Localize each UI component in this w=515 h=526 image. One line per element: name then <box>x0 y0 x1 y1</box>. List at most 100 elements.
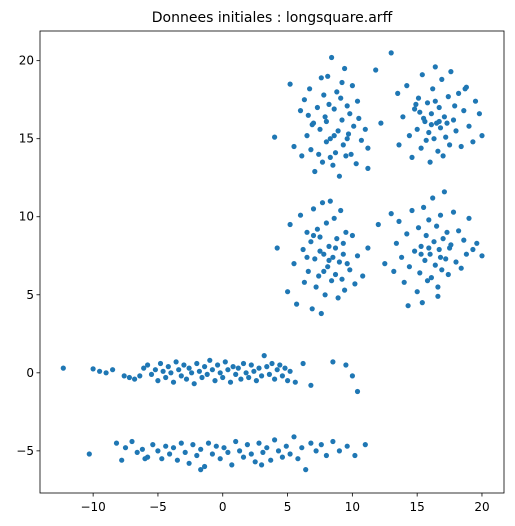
data-point <box>305 112 311 118</box>
data-point <box>466 215 472 221</box>
data-point <box>426 245 432 251</box>
data-point <box>474 240 480 246</box>
data-point <box>430 195 436 201</box>
data-point <box>199 374 205 381</box>
data-point <box>316 151 322 157</box>
data-point <box>285 289 291 295</box>
data-point <box>198 467 204 473</box>
x-tick-label: 20 <box>474 500 489 514</box>
data-point <box>314 226 320 232</box>
data-point <box>178 373 184 379</box>
data-point <box>409 154 415 160</box>
data-point <box>279 454 285 460</box>
data-point <box>122 445 129 451</box>
data-point <box>313 284 319 290</box>
data-point <box>215 362 221 368</box>
data-point <box>336 173 342 179</box>
data-point <box>365 245 371 251</box>
data-point <box>317 126 323 132</box>
data-point <box>461 237 467 243</box>
data-point <box>121 373 127 379</box>
data-point <box>227 379 234 385</box>
data-point <box>358 137 364 143</box>
data-point <box>424 100 431 106</box>
data-point <box>318 442 324 448</box>
data-point <box>209 451 215 457</box>
data-point <box>217 370 223 376</box>
data-point <box>458 265 464 271</box>
data-point <box>342 287 348 293</box>
plot-area-frame <box>39 30 505 494</box>
data-point <box>213 443 219 449</box>
data-point <box>301 279 307 285</box>
data-point <box>439 267 445 273</box>
data-point <box>291 143 297 150</box>
data-point <box>344 103 350 109</box>
data-point <box>340 240 346 246</box>
data-point <box>256 440 262 446</box>
data-point <box>160 368 166 374</box>
data-point <box>327 154 333 160</box>
data-point <box>240 360 247 367</box>
data-point <box>204 371 210 377</box>
data-point <box>404 231 410 237</box>
data-point <box>426 129 432 136</box>
data-point <box>170 379 177 385</box>
data-point <box>191 381 197 387</box>
data-point <box>297 212 304 218</box>
data-point <box>308 239 314 245</box>
data-point <box>329 278 335 284</box>
data-point <box>222 359 228 365</box>
data-point <box>334 236 340 242</box>
data-point <box>343 229 349 235</box>
data-point <box>318 75 324 81</box>
data-point <box>212 378 218 384</box>
data-point <box>400 114 406 120</box>
data-point <box>418 145 424 151</box>
data-point <box>173 359 179 365</box>
data-point <box>427 251 433 257</box>
data-point <box>141 365 147 371</box>
data-point <box>134 449 140 455</box>
data-point <box>450 209 457 215</box>
data-point <box>435 148 441 154</box>
data-point <box>264 445 270 451</box>
data-point <box>349 83 355 89</box>
data-point <box>253 378 259 384</box>
data-point <box>412 248 418 254</box>
data-point <box>256 365 262 371</box>
data-point <box>230 364 236 370</box>
data-point <box>225 367 231 373</box>
data-point <box>414 126 420 132</box>
data-point <box>221 445 227 451</box>
data-point <box>148 371 155 377</box>
y-tick-label: −5 <box>16 444 34 458</box>
data-point <box>448 69 454 75</box>
data-point <box>329 54 335 61</box>
data-point <box>435 293 441 299</box>
data-point <box>261 353 267 359</box>
data-point <box>373 67 379 73</box>
data-point <box>437 254 444 260</box>
data-point <box>129 438 135 445</box>
data-point <box>447 142 453 148</box>
data-point <box>233 371 239 377</box>
data-point <box>421 115 427 121</box>
data-point <box>238 376 244 382</box>
data-point <box>183 376 190 382</box>
data-point <box>225 449 231 455</box>
data-point <box>470 139 476 145</box>
data-point <box>344 261 350 267</box>
data-point <box>354 98 361 104</box>
data-point <box>205 440 212 446</box>
data-point <box>444 120 450 126</box>
data-point <box>443 134 449 140</box>
data-point <box>321 268 327 274</box>
data-point <box>268 457 274 463</box>
data-point <box>217 456 223 462</box>
data-point <box>308 382 314 388</box>
data-point <box>362 126 368 132</box>
data-point <box>437 125 444 131</box>
data-point <box>348 151 354 157</box>
data-point <box>445 94 451 100</box>
